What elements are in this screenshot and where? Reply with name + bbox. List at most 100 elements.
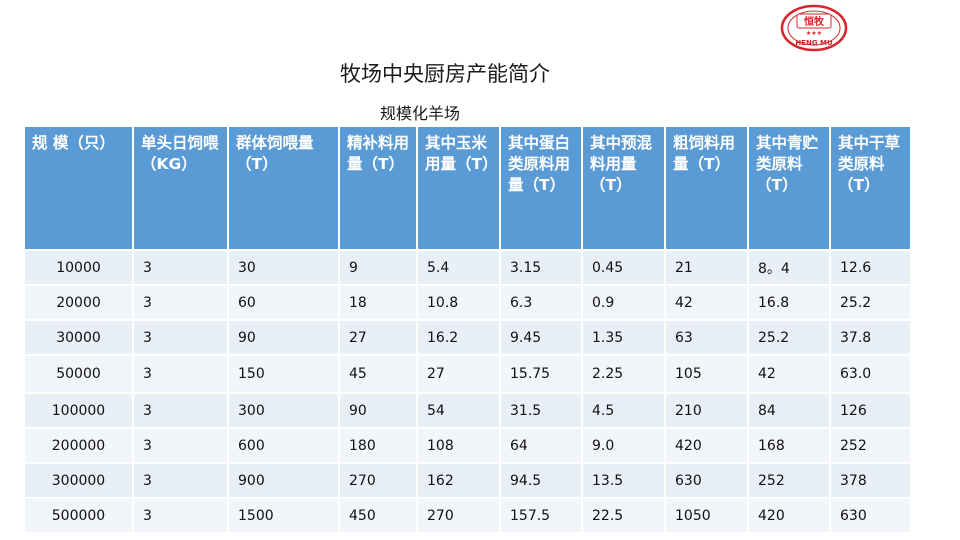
table-cell: 30 xyxy=(227,249,338,284)
table-cell: 15.75 xyxy=(499,354,581,392)
table-cell: 42 xyxy=(664,284,747,319)
table-cell: 2.25 xyxy=(581,354,664,392)
table-cell: 6.3 xyxy=(499,284,581,319)
table-cell: 9.0 xyxy=(581,427,664,462)
table-cell: 300 xyxy=(227,392,338,427)
table-cell: 90 xyxy=(338,392,416,427)
table-cell: 64 xyxy=(499,427,581,462)
table-cell: 13.5 xyxy=(581,462,664,497)
table-cell: 900 xyxy=(227,462,338,497)
logo-stars: ★★★ xyxy=(806,30,822,37)
logo-text-top: 恒牧 xyxy=(804,15,825,28)
table-cell: 180 xyxy=(338,427,416,462)
table-cell: 108 xyxy=(416,427,499,462)
table-cell: 378 xyxy=(829,462,910,497)
table-cell: 16.2 xyxy=(416,319,499,354)
header-cell: 粗饲料用量（T） xyxy=(664,127,747,249)
header-cell: 其中青贮类原料（T） xyxy=(747,127,829,249)
table-cell: 27 xyxy=(416,354,499,392)
hengmu-logo: 恒牧 ★★★ HENG MU xyxy=(780,4,848,52)
table-cell: 50000 xyxy=(25,354,132,392)
table-cell: 168 xyxy=(747,427,829,462)
table-cell: 16.8 xyxy=(747,284,829,319)
table-cell: 3 xyxy=(132,249,227,284)
table-cell: 22.5 xyxy=(581,497,664,532)
table-cell: 3 xyxy=(132,427,227,462)
table-cell: 21 xyxy=(664,249,747,284)
table-cell: 8。4 xyxy=(747,249,829,284)
table-cell: 18 xyxy=(338,284,416,319)
table-cell: 3 xyxy=(132,497,227,532)
table-row: 300000 3 900 270 162 94.5 13.5 630 252 3… xyxy=(25,462,910,497)
page-title: 牧场中央厨房产能简介 xyxy=(340,62,550,86)
header-cell: 单头日饲喂（KG） xyxy=(132,127,227,249)
table-cell: 0.9 xyxy=(581,284,664,319)
table-cell: 90 xyxy=(227,319,338,354)
header-cell: 其中蛋白类原料用量（T） xyxy=(499,127,581,249)
table-cell: 9 xyxy=(338,249,416,284)
table-cell: 500000 xyxy=(25,497,132,532)
table-cell: 9.45 xyxy=(499,319,581,354)
table-cell: 252 xyxy=(829,427,910,462)
table-row: 50000 3 150 45 27 15.75 2.25 105 42 63.0 xyxy=(25,354,910,392)
table-cell: 150 xyxy=(227,354,338,392)
table-row: 30000 3 90 27 16.2 9.45 1.35 63 25.2 37.… xyxy=(25,319,910,354)
table-cell: 252 xyxy=(747,462,829,497)
table-cell: 210 xyxy=(664,392,747,427)
table-cell: 200000 xyxy=(25,427,132,462)
table-cell: 25.2 xyxy=(829,284,910,319)
table-cell: 100000 xyxy=(25,392,132,427)
table-cell: 3 xyxy=(132,392,227,427)
table-cell: 1050 xyxy=(664,497,747,532)
table-cell: 63.0 xyxy=(829,354,910,392)
table-cell: 30000 xyxy=(25,319,132,354)
table-cell: 0.45 xyxy=(581,249,664,284)
table-cell: 25.2 xyxy=(747,319,829,354)
table-cell: 420 xyxy=(664,427,747,462)
table-cell: 4.5 xyxy=(581,392,664,427)
table-cell: 3 xyxy=(132,284,227,319)
table-cell: 31.5 xyxy=(499,392,581,427)
header-cell: 其中玉米用量（T） xyxy=(416,127,499,249)
header-cell: 精补料用量（T） xyxy=(338,127,416,249)
table-cell: 84 xyxy=(747,392,829,427)
header-cell: 其中预混料用量（T） xyxy=(581,127,664,249)
table-cell: 3 xyxy=(132,319,227,354)
table-cell: 420 xyxy=(747,497,829,532)
table-cell: 12.6 xyxy=(829,249,910,284)
table-cell: 270 xyxy=(338,462,416,497)
table-cell: 54 xyxy=(416,392,499,427)
table-cell: 3 xyxy=(132,354,227,392)
table-row: 200000 3 600 180 108 64 9.0 420 168 252 xyxy=(25,427,910,462)
table-cell: 20000 xyxy=(25,284,132,319)
table-cell: 3 xyxy=(132,462,227,497)
table-cell: 27 xyxy=(338,319,416,354)
table-cell: 42 xyxy=(747,354,829,392)
table-cell: 105 xyxy=(664,354,747,392)
table-cell: 630 xyxy=(664,462,747,497)
table-row: 100000 3 300 90 54 31.5 4.5 210 84 126 xyxy=(25,392,910,427)
table-row: 20000 3 60 18 10.8 6.3 0.9 42 16.8 25.2 xyxy=(25,284,910,319)
table-row: 10000 3 30 9 5.4 3.15 0.45 21 8。4 12.6 xyxy=(25,249,910,284)
table-cell: 60 xyxy=(227,284,338,319)
table-cell: 10000 xyxy=(25,249,132,284)
header-cell: 规 模（只） xyxy=(25,127,132,249)
header-cell: 群体饲喂量（T） xyxy=(227,127,338,249)
table-cell: 157.5 xyxy=(499,497,581,532)
table-cell: 1.35 xyxy=(581,319,664,354)
table-cell: 37.8 xyxy=(829,319,910,354)
table-cell: 126 xyxy=(829,392,910,427)
table-cell: 63 xyxy=(664,319,747,354)
table-cell: 162 xyxy=(416,462,499,497)
header-cell: 其中干草类原料（T） xyxy=(829,127,910,249)
table-cell: 45 xyxy=(338,354,416,392)
table-cell: 450 xyxy=(338,497,416,532)
table-cell: 300000 xyxy=(25,462,132,497)
page-subtitle: 规模化羊场 xyxy=(379,104,460,123)
table-cell: 630 xyxy=(829,497,910,532)
capacity-table: 规 模（只） 单头日饲喂（KG） 群体饲喂量（T） 精补料用量（T） 其中玉米用… xyxy=(25,127,910,532)
table-cell: 10.8 xyxy=(416,284,499,319)
table-cell: 94.5 xyxy=(499,462,581,497)
table-cell: 3.15 xyxy=(499,249,581,284)
table-cell: 600 xyxy=(227,427,338,462)
